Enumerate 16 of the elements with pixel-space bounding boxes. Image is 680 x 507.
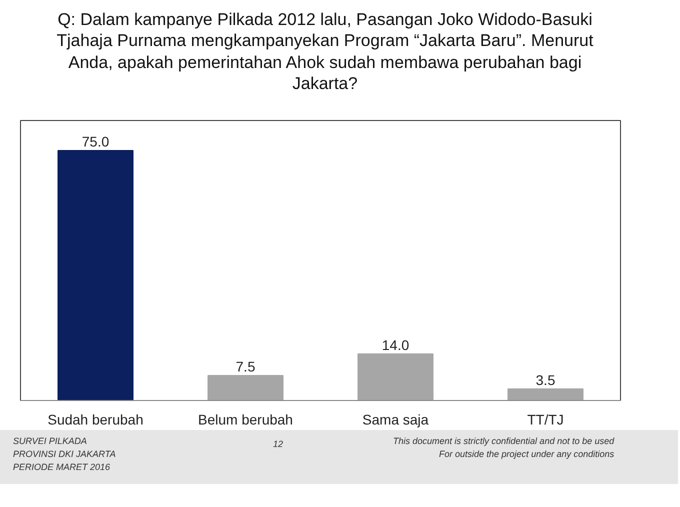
bar [58, 150, 134, 400]
x-tick-label: Sama saja [362, 412, 429, 428]
data-label: 3.5 [536, 372, 556, 388]
data-label: 75.0 [82, 134, 110, 150]
bar [358, 353, 434, 400]
data-label: 7.5 [236, 358, 256, 374]
x-tick-label: Belum berubah [198, 412, 293, 428]
chart-title: Q: Dalam kampanye Pilkada 2012 lalu, Pasangan Joko Widodo-Basuki Tjahaja Purnama mengkampanyekan Program “Jakarta Baru”. Menurut Anda, apakah pemerintahan Ahok sudah membawa perubahan bagi Jakarta? [56, 9, 594, 94]
text: 12 [273, 438, 284, 451]
bar [208, 375, 284, 400]
data-label: 14.0 [382, 336, 410, 353]
bar [508, 388, 584, 400]
x-tick-label: TT/TJ [527, 412, 564, 428]
text: This document is strictly confidential and not to be used For outside the project under any conditions [393, 435, 614, 461]
text: SURVEI PILKADA PROVINSI DKI JAKARTA PERIODE MARET 2016 [13, 435, 116, 474]
x-tick-label: Sudah berubah [48, 412, 144, 428]
